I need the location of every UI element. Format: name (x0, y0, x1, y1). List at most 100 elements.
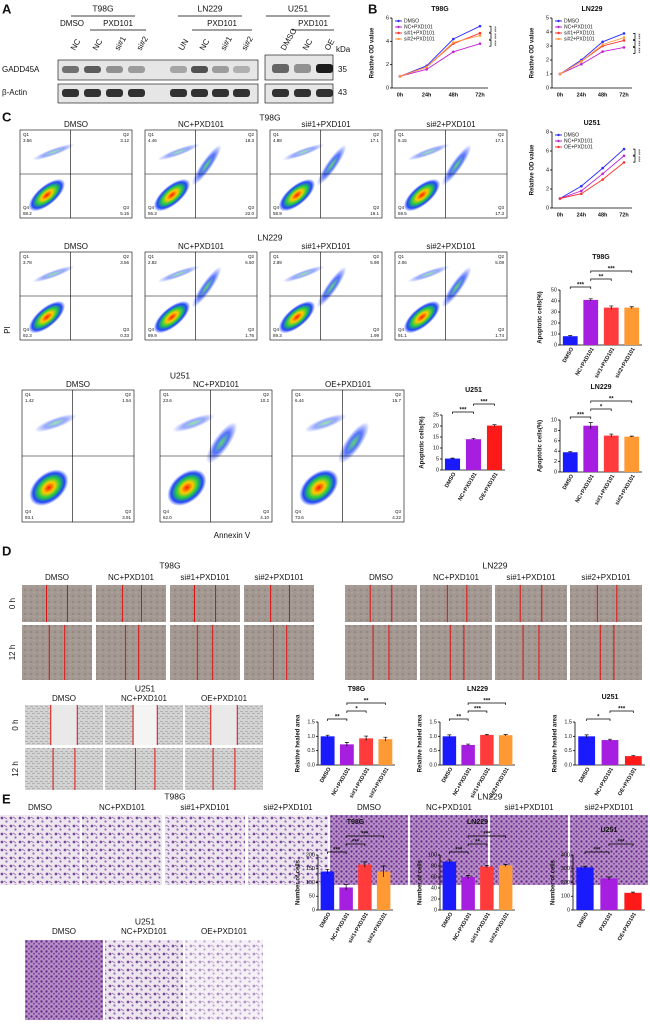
quadrant-value: 6.15 (398, 138, 407, 143)
treatment-label: PXD101 (298, 19, 328, 28)
x-tick-label: NC+PXD101 (331, 767, 352, 797)
cell-density (157, 265, 200, 283)
legend-label: DMSO (564, 18, 579, 24)
y-tick-label: 0 (554, 469, 557, 475)
bar (576, 867, 594, 910)
lane-label: si#1 (219, 34, 234, 52)
quadrant-value: 1.99 (370, 333, 379, 338)
point (601, 166, 604, 170)
cell-density (34, 413, 77, 433)
significance-label: *** (617, 840, 625, 846)
significance-bracket (633, 155, 636, 163)
wound-image (105, 748, 183, 790)
significance-bracket (327, 718, 348, 721)
significance-bracket (449, 851, 469, 854)
quadrant-name: Q4 (25, 509, 32, 514)
bar (583, 299, 599, 345)
quadrant-value: 5.08 (495, 260, 504, 265)
quadrant-name: Q3 (373, 205, 380, 210)
y-tick-label: 1.0 (564, 734, 572, 740)
time-label: 12 h (8, 645, 17, 661)
quadrant-value: 17.3 (495, 211, 504, 216)
condition-label: OE+PXD101 (201, 927, 248, 936)
point (478, 31, 482, 35)
legend-marker (557, 31, 560, 35)
series-line (399, 35, 481, 77)
significance-label: *** (491, 26, 497, 32)
quadrant-value: 4.22 (392, 515, 401, 520)
series-line (559, 37, 625, 75)
condition-label: NC+PXD101 (433, 573, 480, 582)
band (191, 89, 208, 97)
cell-density (403, 300, 441, 334)
significance-label: * (600, 405, 603, 411)
x-tick-label: 24h (577, 92, 587, 98)
condition-label: si#1+PXD101 (506, 573, 556, 582)
x-tick-label: DMSO (319, 766, 333, 784)
significance-label: *** (352, 840, 360, 846)
condition-label: si#1+PXD101 (180, 573, 230, 582)
quadrant-value: 4.46 (148, 138, 157, 143)
cell-line-label: LN229 (257, 232, 282, 242)
quadrant-value: 89.9 (148, 333, 157, 338)
y-axis-label: Apoptotic cells(%) (538, 420, 544, 472)
y-tick-label: 40 (431, 885, 437, 891)
quadrant-value: 91.1 (398, 333, 407, 338)
y-tick-label: 25 (433, 412, 439, 418)
legend-label: DMSO (564, 132, 579, 138)
condition-label: NC+PXD101 (426, 803, 473, 812)
significance-bracket (346, 710, 367, 713)
significance-bracket (345, 843, 366, 846)
significance-bracket (569, 416, 592, 419)
transwell-image (0, 815, 80, 885)
band (272, 64, 289, 73)
y-tick-label: 100 (428, 852, 437, 858)
legend-marker (557, 133, 560, 137)
bar (320, 871, 335, 910)
plot-title: DMSO (64, 242, 88, 251)
quadrant-name: Q3 (248, 205, 255, 210)
error-bar (325, 868, 330, 874)
wound-image (96, 625, 166, 680)
band (316, 64, 333, 73)
cell-density (153, 300, 191, 334)
y-axis-label: Relative OD value (530, 27, 536, 78)
y-tick-label: 0 (546, 205, 549, 211)
bar (480, 866, 494, 910)
point (601, 178, 604, 181)
plot-title: DMSO (64, 120, 88, 129)
y-tick-label: 2 (554, 459, 557, 465)
cell-density (407, 143, 450, 161)
legend-label: si#1+PXD101 (564, 30, 595, 36)
quadrant-value: 3.56 (120, 260, 129, 265)
point (452, 41, 455, 44)
wound-image (570, 625, 642, 680)
error-bar (381, 865, 386, 877)
wound-image (495, 585, 567, 622)
error-bar (450, 457, 455, 459)
cell-density (441, 144, 472, 186)
legend-marker (397, 31, 400, 35)
chart-title: LN229 (581, 6, 602, 13)
significance-bracket (590, 400, 633, 403)
significance-bracket (467, 710, 488, 713)
condition-label: DMSO (28, 803, 52, 812)
y-axis-label: Relative healed area (418, 714, 424, 772)
transwell-image (105, 940, 183, 1020)
x-tick-label: 24h (577, 212, 587, 218)
condition-label: DMSO (52, 694, 76, 703)
blot-frame (57, 59, 259, 81)
point (478, 34, 482, 37)
error-bar (607, 876, 611, 880)
quadrant-value: 4.10 (260, 515, 269, 520)
y-axis-label: Number of cells (551, 859, 557, 905)
x-tick-label: 48h (598, 92, 608, 98)
y-tick-label: 4 (386, 39, 389, 45)
y-tick-label: 0.5 (429, 748, 437, 754)
point (580, 192, 583, 196)
cell-density (304, 413, 347, 433)
error-bar (447, 734, 452, 738)
point (601, 172, 604, 176)
quadrant-name: Q1 (273, 132, 280, 137)
lane-label: NC (91, 37, 105, 52)
